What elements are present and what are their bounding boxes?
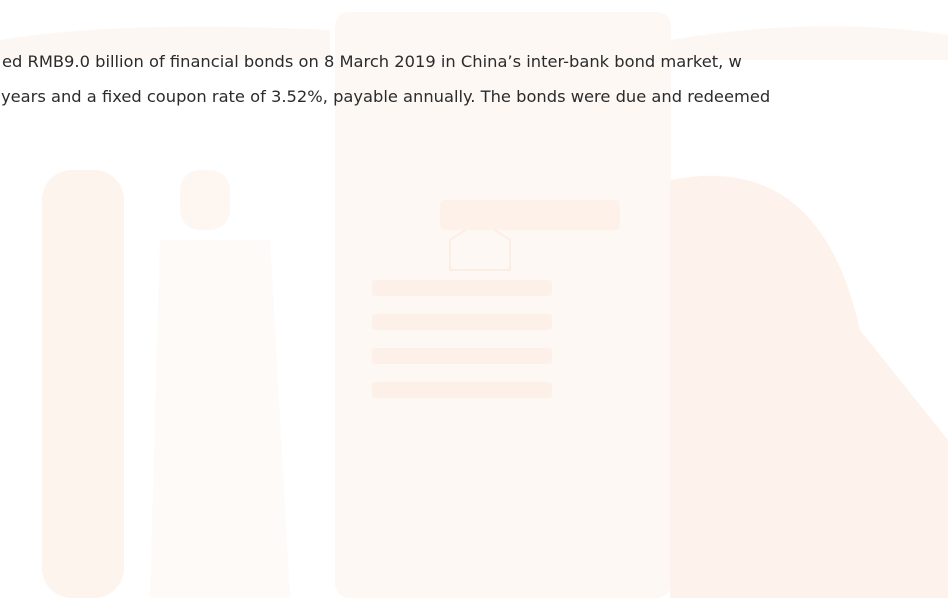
pillar [42,170,124,598]
form-field [372,280,552,296]
text-line: years and a fixed coupon rate of 3.52%, … [1,79,948,114]
form-field [372,382,552,398]
text-line: ed RMB9.0 billion of financial bonds on … [2,44,948,79]
form-field [372,348,552,364]
form-field [372,314,552,330]
figure-head [180,170,230,230]
paragraph: ed RMB9.0 billion of financial bonds on … [0,44,948,114]
logo-banner [440,200,620,230]
page: ed RMB9.0 billion of financial bonds on … [0,0,948,598]
figure-body [150,240,290,598]
